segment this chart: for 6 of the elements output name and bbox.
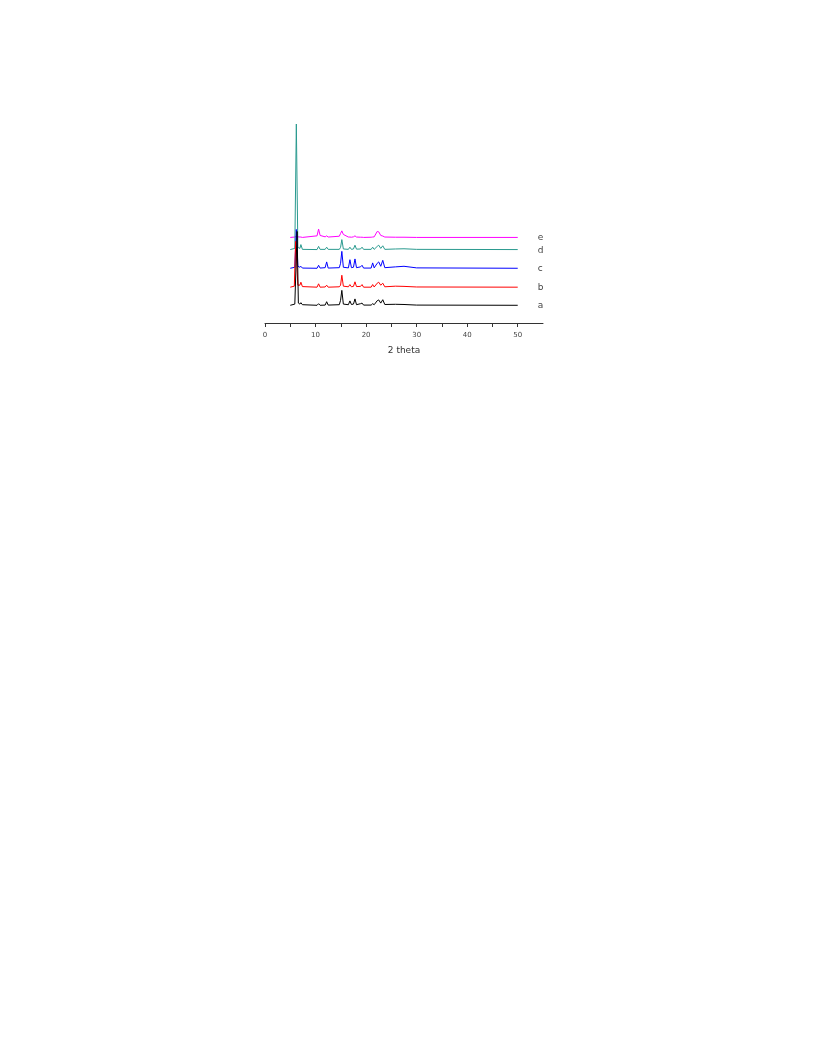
text: b [537,282,544,293]
text: d [537,244,544,255]
text: c [537,263,543,274]
text: a [537,300,544,311]
x-axis-title: 2 theta [387,344,421,355]
text: e [537,232,544,243]
